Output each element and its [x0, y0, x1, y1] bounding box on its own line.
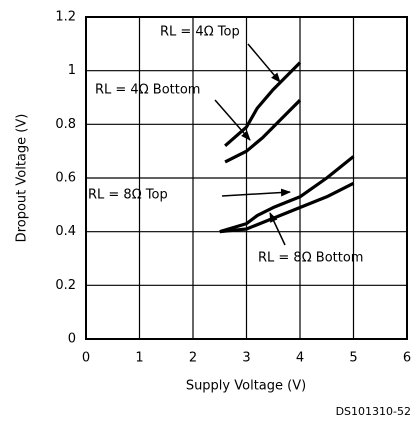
data-line: [219, 181, 355, 234]
y-tick-label: 0.4: [55, 224, 76, 239]
footer-code: DS101310-52: [336, 405, 411, 418]
data-line: [219, 155, 355, 234]
x-tick-label: 0: [82, 351, 90, 366]
series-label: RL = 8Ω Top: [88, 188, 168, 203]
y-tick-label: 1.2: [55, 10, 76, 25]
x-tick-label: 3: [242, 351, 250, 366]
label-arrow: [269, 212, 286, 246]
plot-frame: [85, 16, 408, 340]
x-tick-label: 6: [403, 351, 411, 366]
y-tick-label: 0.2: [55, 278, 76, 293]
label-arrow: [214, 99, 251, 141]
data-line: [224, 99, 302, 164]
x-tick-label: 5: [349, 351, 357, 366]
x-tick-label: 4: [296, 351, 304, 366]
x-tick-label: 1: [135, 351, 143, 366]
series-label: RL = 8Ω Bottom: [258, 251, 363, 266]
y-tick-label: 0.6: [55, 171, 76, 186]
series-label: RL = 4Ω Bottom: [95, 83, 200, 98]
y-axis-label: Dropout Voltage (V): [15, 114, 30, 243]
x-axis-label: Supply Voltage (V): [186, 379, 306, 394]
y-tick-label: 0: [68, 332, 76, 347]
label-arrow: [221, 188, 291, 197]
x-tick-label: 2: [189, 351, 197, 366]
data-line: [224, 61, 302, 148]
y-tick-label: 0.8: [55, 117, 76, 132]
y-tick-label: 1: [68, 63, 76, 78]
label-arrow: [247, 43, 281, 83]
series-label: RL = 4Ω Top: [160, 25, 240, 40]
